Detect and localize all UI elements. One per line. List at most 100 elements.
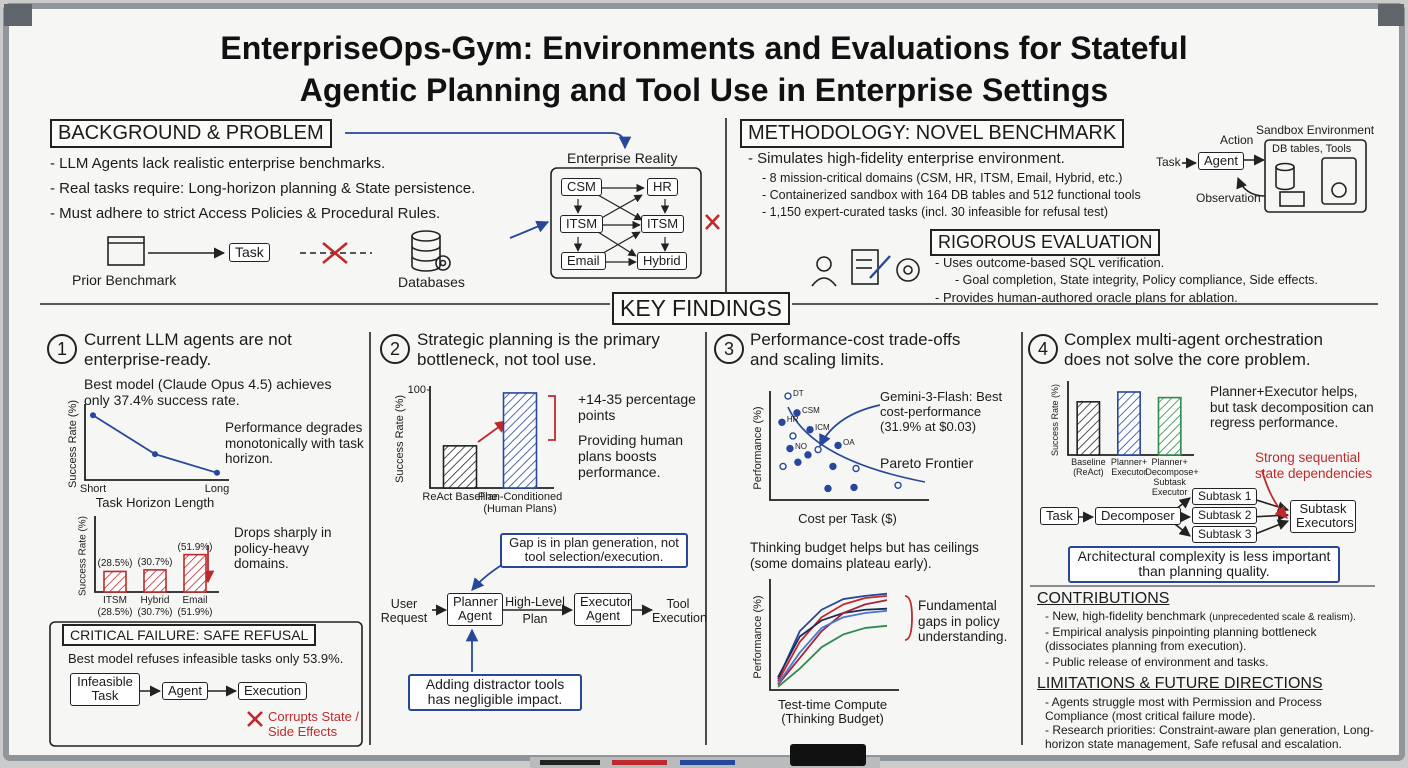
value-label: (51.9%) [177, 606, 213, 618]
y-axis-label: Success Rate (%) [66, 399, 79, 489]
point [850, 483, 858, 492]
annotation: Gemini-3-Flash: Best cost-performance (3… [880, 389, 1003, 434]
flow-label: User Request [380, 597, 428, 626]
axes [769, 391, 929, 501]
section-heading: BACKGROUND & PROBLEM [50, 119, 332, 148]
sub-bullet: - Containerized sandbox with 164 DB tabl… [762, 188, 1141, 202]
point [152, 451, 158, 458]
path [247, 711, 263, 727]
chart: Performance (%) Cost per Task ($) DT CSM HR I… [715, 385, 930, 530]
callout: Gap is in plan generation, not tool sele… [500, 533, 688, 568]
flow-node: Task [1040, 507, 1079, 526]
diagram-label: Action [1220, 133, 1254, 147]
finding-number: 1 [47, 334, 77, 364]
section-heading: CONTRIBUTIONS [1037, 590, 1170, 607]
path [548, 395, 556, 441]
annotation: Pareto Frontier [880, 455, 974, 471]
line [597, 194, 643, 221]
value-label: (51.9%) [177, 541, 213, 553]
x-tick-label: Short [79, 483, 107, 495]
line [777, 607, 888, 678]
rect [107, 236, 145, 266]
chart-plot [769, 391, 929, 501]
line [92, 414, 218, 474]
title-line: Complex multi-agent orchestration [1064, 330, 1323, 349]
rect [49, 621, 363, 747]
summary-line: Best model (Claude Opus 4.5) achieves [84, 376, 332, 392]
bar [502, 392, 538, 489]
path [1236, 176, 1266, 197]
value-label: (30.7%) [137, 606, 173, 618]
sub-bullet: - 1,150 expert-curated tasks (incl. 30 i… [762, 205, 1108, 219]
rect [1321, 157, 1357, 205]
path [811, 277, 837, 287]
title-line: enterprise-ready. [84, 349, 212, 369]
x-tick-label: Plan-Conditioned (Human Plans) [477, 491, 563, 516]
chart: Success Rate (%) Task Horizon Length Short… [50, 398, 240, 516]
bar [1076, 400, 1101, 456]
finding-title: Complex multi-agent orchestration does no… [1064, 330, 1323, 369]
g [201, 214, 1288, 727]
chart-plot [1067, 381, 1194, 456]
x-tick-label: Email [182, 595, 208, 606]
bar [143, 569, 167, 593]
path [819, 404, 881, 448]
flow-node: Execution [238, 682, 308, 701]
flow-node: Subtask Executors [1290, 500, 1356, 533]
rect [790, 744, 866, 766]
bullet: - LLM Agents lack realistic enterprise b… [50, 155, 386, 172]
consequence: Corrupts State / Side Effects [268, 709, 360, 739]
point [829, 462, 837, 471]
summary-line: only 37.4% success rate. [84, 392, 240, 409]
diagram-node: Hybrid [637, 252, 687, 271]
bullet-text: - New, high-fidelity benchmark [1045, 609, 1206, 623]
point [824, 484, 832, 493]
path [869, 255, 891, 279]
point [90, 412, 96, 419]
section-heading: METHODOLOGY: NOVEL BENCHMARK [740, 119, 1125, 148]
rect [851, 249, 879, 285]
bullet: - Empirical analysis pinpointing plannin… [1045, 625, 1317, 653]
point-label: DT [792, 389, 804, 399]
x-tick-label: Planner+ Decompose+ Subtask Executor [1145, 457, 1199, 497]
title-line: Strategic planning is the primary [417, 330, 660, 349]
bullet: - Public release of environment and task… [1045, 655, 1269, 669]
x-axis-label: Test-time Compute (Thinking Budget) [777, 697, 888, 727]
y-axis-label: Success Rate (%) [393, 394, 406, 484]
point [214, 469, 220, 476]
finding-title: Current LLM agents are not enterprise-rea… [84, 330, 292, 369]
bullet: - Uses outcome-based SQL verification. [935, 255, 1165, 270]
axes [84, 404, 229, 481]
flow-node: Planner Agent [447, 593, 503, 626]
y-tick-label: 100 [407, 383, 426, 396]
g [40, 118, 1378, 747]
section-heading: KEY FINDINGS [612, 292, 790, 325]
rect [1378, 4, 1404, 26]
path [1261, 469, 1288, 519]
annotation: Fundamental gaps in policy understanding… [918, 598, 1008, 645]
point [778, 418, 786, 426]
rect [680, 760, 735, 765]
finding-title: Strategic planning is the primary bottlen… [417, 330, 660, 369]
flow-node: Subtask 3 [1192, 526, 1258, 544]
circle [903, 265, 913, 275]
diagram-node: HR [647, 178, 678, 197]
finding-title: Performance-cost trade-offs and scaling l… [750, 330, 960, 369]
point-label: NO [794, 441, 807, 451]
flow-node: Agent [162, 682, 208, 701]
finding-number: 3 [714, 334, 744, 364]
finding-number: 2 [380, 334, 410, 364]
bullet: - Research priorities: Constraint-aware … [1045, 723, 1374, 751]
point [806, 425, 814, 434]
circle [439, 259, 447, 267]
diagram-node: CSM [561, 178, 602, 197]
diagram-label: Databases [398, 274, 465, 290]
callout: Architectural complexity is less importa… [1068, 546, 1340, 583]
chart: Success Rate (%) ITSM (28.5%) (28.5%) Hybrid… [50, 515, 225, 625]
sub-bullet: - 8 mission-critical domains (CSM, HR, I… [762, 171, 1123, 185]
axes [1067, 381, 1194, 456]
chart-plot [769, 579, 899, 691]
y-axis-label: Performance (%) [751, 594, 764, 679]
path [509, 220, 550, 239]
